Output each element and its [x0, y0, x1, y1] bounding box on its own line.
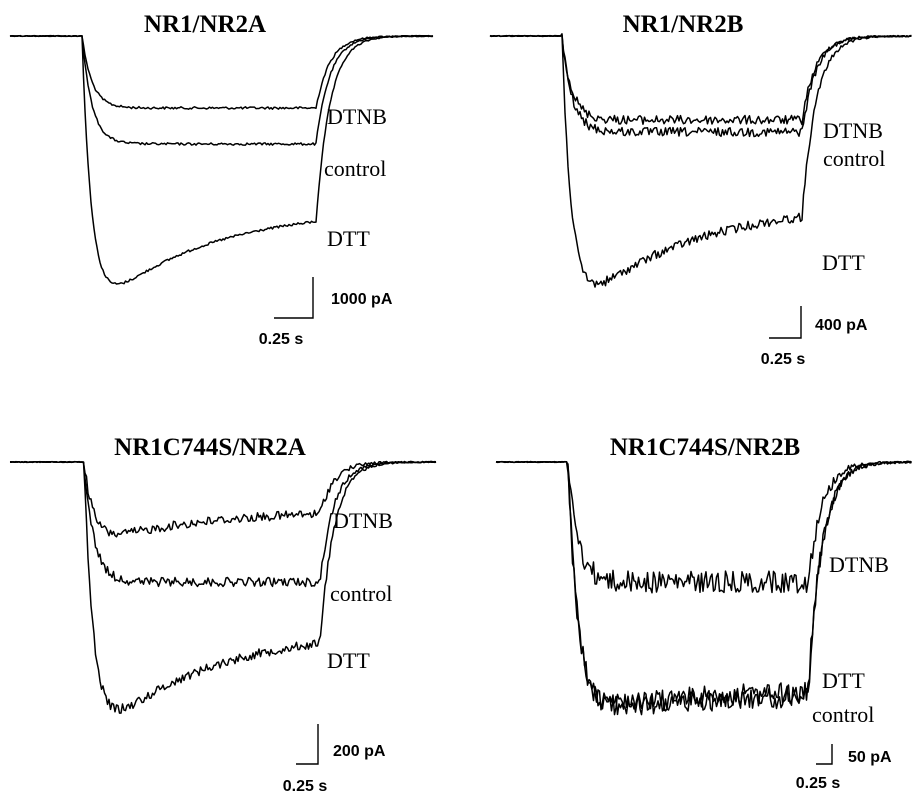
scale-bar-time-label: 0.25 s	[283, 778, 328, 795]
scale-bar	[274, 277, 314, 319]
scale-bar	[296, 724, 319, 765]
panel-title: NR1/NR2A	[144, 11, 266, 38]
trace-group	[9, 460, 437, 714]
scale-bar	[816, 744, 833, 765]
panel-nr1-nr2a: NR1/NR2A DTNB control DTT 1000 pA 0.25 s	[9, 11, 434, 348]
scale-bar	[769, 306, 802, 339]
trace-dtt	[9, 34, 434, 285]
series-label-dtt: DTT	[822, 250, 865, 275]
panel-title: NR1C744S/NR2B	[610, 434, 800, 461]
scale-bar-current-label: 200 pA	[333, 743, 386, 760]
scale-bar-time-label: 0.25 s	[761, 351, 806, 368]
scale-bar-current-label: 400 pA	[815, 317, 868, 334]
series-label-control: control	[330, 581, 392, 606]
series-label-dtt: DTT	[327, 226, 370, 251]
series-label-dtnb: DTNB	[327, 104, 387, 129]
series-label-dtt: DTT	[822, 668, 865, 693]
scale-bar-current-label: 50 pA	[848, 749, 892, 766]
panel-nr1c744s-nr2b: NR1C744S/NR2B DTNB DTT control 50 pA 0.2…	[495, 434, 912, 792]
trace-group	[489, 33, 912, 288]
series-label-dtt: DTT	[327, 648, 370, 673]
scale-bar-current-label: 1000 pA	[331, 291, 393, 308]
series-label-control: control	[324, 156, 386, 181]
panel-title: NR1/NR2B	[623, 11, 744, 38]
series-label-dtnb: DTNB	[829, 552, 889, 577]
trace-control	[496, 460, 912, 716]
trace-group	[9, 34, 434, 285]
trace-dtnb	[489, 33, 912, 126]
series-label-dtnb: DTNB	[823, 118, 883, 143]
trace-dtt	[9, 460, 437, 714]
trace-group	[495, 460, 912, 716]
trace-dtt	[489, 34, 912, 288]
scale-bar-time-label: 0.25 s	[796, 775, 841, 792]
panel-nr1c744s-nr2a: NR1C744S/NR2A DTNB control DTT 200 pA 0.…	[9, 434, 437, 795]
series-label-control: control	[823, 146, 885, 171]
scale-bar-time-label: 0.25 s	[259, 331, 304, 348]
trace-dtnb	[9, 34, 434, 110]
series-label-dtnb: DTNB	[333, 508, 393, 533]
series-label-control: control	[812, 702, 874, 727]
panel-nr1-nr2b: NR1/NR2B DTNB control DTT 400 pA 0.25 s	[489, 11, 912, 368]
panel-title: NR1C744S/NR2A	[114, 434, 306, 461]
